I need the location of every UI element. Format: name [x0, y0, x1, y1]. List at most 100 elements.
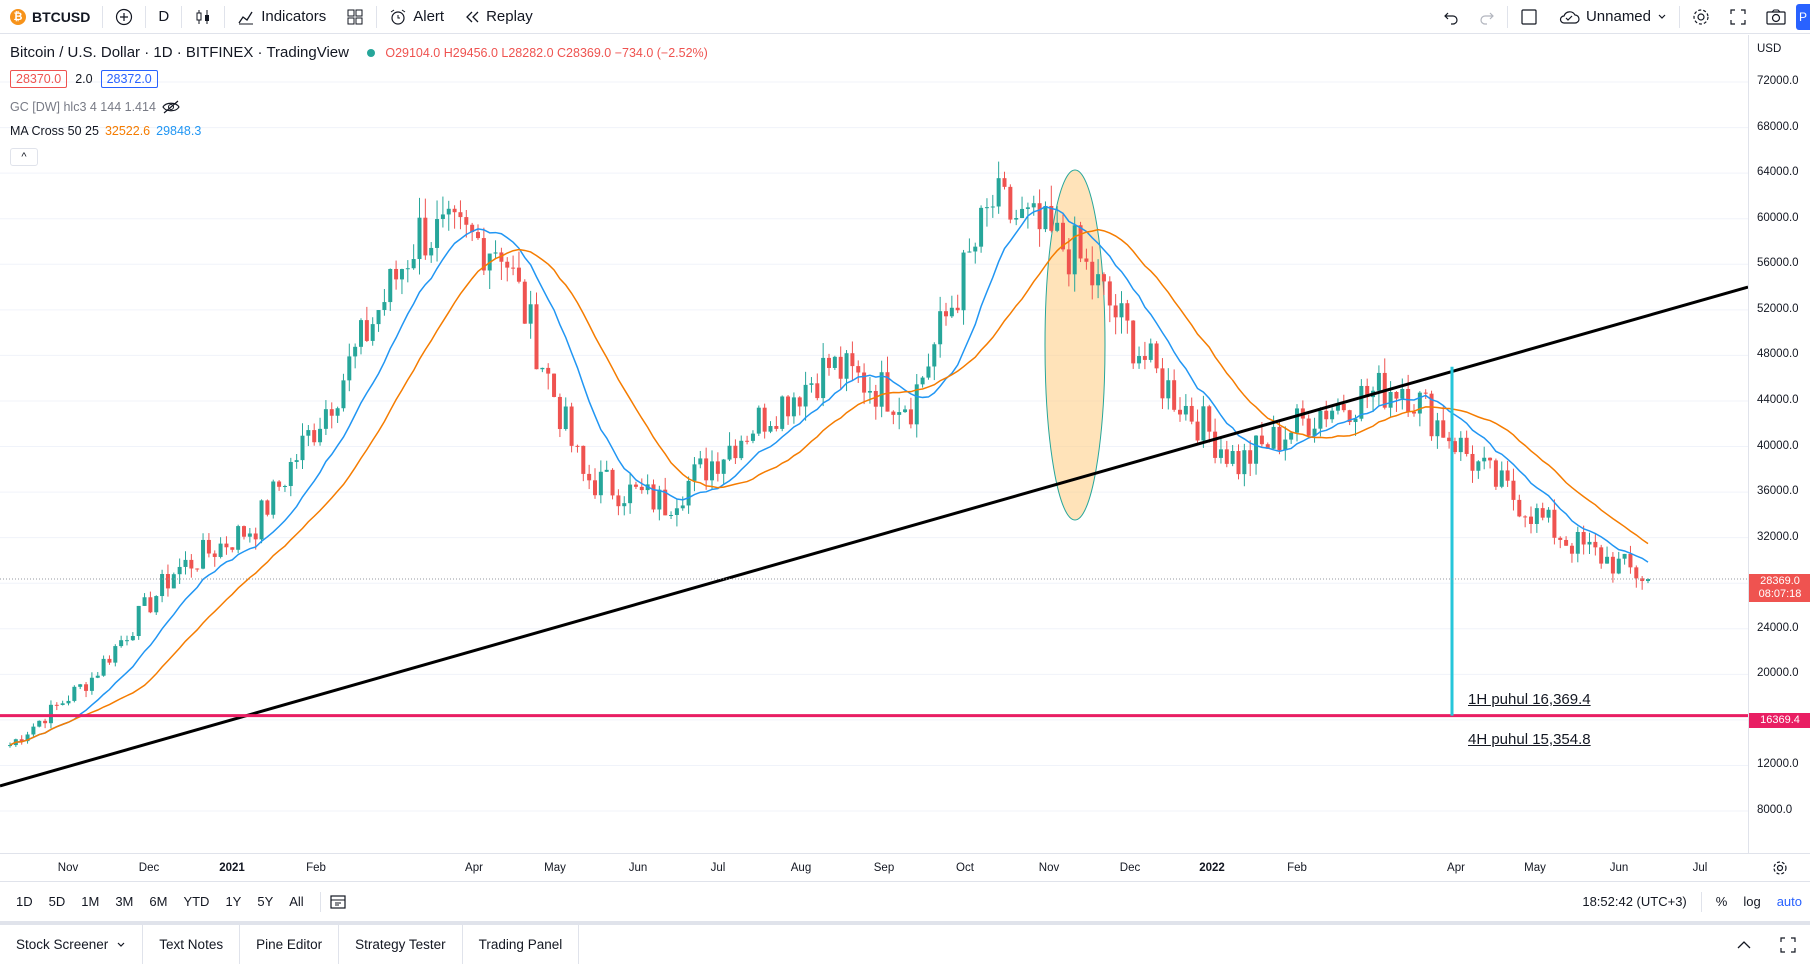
- maximize-icon[interactable]: [1766, 936, 1810, 953]
- candle-body: [1195, 421, 1200, 441]
- log-toggle[interactable]: log: [1743, 894, 1761, 909]
- indicators-label: Indicators: [261, 8, 327, 25]
- candle-body: [89, 677, 94, 691]
- price-tick: 44000.0: [1757, 393, 1799, 406]
- range-button-5d[interactable]: 5D: [48, 894, 66, 909]
- layouts-button[interactable]: [336, 0, 374, 34]
- range-button-1d[interactable]: 1D: [16, 894, 33, 909]
- symbol-search[interactable]: ₿ BTCUSD: [0, 0, 100, 34]
- price-chart[interactable]: [0, 35, 1749, 853]
- candle-body: [973, 246, 978, 252]
- fullscreen-layout-button[interactable]: [1510, 0, 1548, 34]
- tab-label: Strategy Tester: [355, 937, 446, 952]
- candle-body: [1172, 380, 1177, 410]
- annotation-4h[interactable]: 4H puhul 15,354.8: [1468, 731, 1591, 748]
- range-button-5y[interactable]: 5Y: [257, 894, 274, 909]
- candle-body: [821, 357, 826, 399]
- annotation-1h[interactable]: 1H puhul 16,369.4: [1468, 691, 1591, 708]
- candle-body: [569, 406, 574, 446]
- price-tick: 72000.0: [1757, 75, 1799, 87]
- candle-body: [323, 409, 328, 429]
- bid-price[interactable]: 28370.0: [10, 70, 68, 88]
- candle-body: [1277, 426, 1282, 451]
- candle-body: [329, 409, 334, 416]
- candle-body: [838, 356, 843, 379]
- cloud-icon: [1558, 9, 1580, 25]
- tab-pine-editor[interactable]: Pine Editor: [240, 925, 340, 964]
- ask-price[interactable]: 28372.0: [100, 70, 158, 88]
- candle-body: [1341, 403, 1346, 411]
- alarm-clock-icon: [389, 8, 407, 26]
- price-axis[interactable]: USD 72000.0 68000.0 64000.0 60000.0 56000.0 5…: [1748, 35, 1810, 853]
- tab-trading-panel[interactable]: Trading Panel: [463, 925, 580, 964]
- candle-body: [1090, 261, 1095, 286]
- undo-button[interactable]: [1433, 0, 1469, 34]
- collapse-legend-button[interactable]: ^: [10, 148, 38, 166]
- candle-body: [803, 384, 808, 407]
- rewind-icon: [464, 9, 480, 25]
- price-tick: 40000.0: [1757, 439, 1799, 452]
- candle-body: [1283, 439, 1288, 451]
- range-button-3m[interactable]: 3M: [115, 894, 134, 909]
- candle-body: [277, 481, 282, 487]
- indicator-ma-cross[interactable]: MA Cross 50 25 32522.6 29848.3: [10, 124, 201, 138]
- eye-hidden-icon[interactable]: [162, 100, 180, 114]
- candle-body: [505, 261, 510, 268]
- candle-body: [944, 311, 948, 317]
- interval-button[interactable]: D: [148, 0, 179, 34]
- chart-pane[interactable]: [0, 35, 1749, 853]
- indicator-gc-label: GC [DW] hlc3 4 144 1.414: [10, 100, 156, 114]
- snapshot-button[interactable]: [1756, 0, 1796, 34]
- indicator-gc[interactable]: GC [DW] hlc3 4 144 1.414: [10, 100, 180, 114]
- percent-toggle[interactable]: %: [1715, 894, 1728, 909]
- candle-body: [470, 224, 475, 233]
- alert-button[interactable]: Alert: [379, 0, 454, 34]
- range-button-6m[interactable]: 6M: [149, 894, 168, 909]
- interval-label: D: [158, 8, 170, 25]
- time-axis[interactable]: Nov Dec 2021 Feb Apr May Jun Jul Aug Sep Oct Nov Dec…: [0, 853, 1810, 881]
- candle-body: [1569, 545, 1574, 554]
- candle-body: [1166, 380, 1171, 399]
- ma-slow-value: 32522.6: [104, 124, 151, 138]
- chart-type-button[interactable]: [184, 0, 222, 34]
- candle-body: [1025, 207, 1030, 209]
- clock[interactable]: 18:52:42 (UTC+3): [1582, 894, 1687, 909]
- candle-body: [452, 208, 457, 213]
- line-price: 16369.4: [1760, 714, 1800, 726]
- candle-body: [1429, 393, 1434, 437]
- publish-button[interactable]: P: [1796, 3, 1810, 30]
- redo-button[interactable]: [1469, 0, 1505, 34]
- chevron-up-icon[interactable]: [1722, 940, 1766, 950]
- tab-strategy-tester[interactable]: Strategy Tester: [339, 925, 463, 964]
- compare-button[interactable]: [105, 0, 143, 34]
- time-tick: Nov: [1038, 862, 1060, 874]
- alert-label: Alert: [413, 8, 445, 25]
- candle-body: [844, 353, 849, 379]
- currency-label[interactable]: USD: [1757, 43, 1782, 55]
- indicators-button[interactable]: Indicators: [227, 0, 336, 34]
- candle-body: [107, 658, 112, 663]
- candle-body: [967, 251, 972, 253]
- gear-icon[interactable]: [1772, 860, 1788, 876]
- range-button-ytd[interactable]: YTD: [183, 894, 210, 909]
- range-button-1y[interactable]: 1Y: [225, 894, 242, 909]
- candle-body: [622, 503, 627, 507]
- fullscreen-button[interactable]: [1720, 0, 1756, 34]
- tab-text-notes[interactable]: Text Notes: [143, 925, 241, 964]
- candle-body: [1254, 435, 1259, 464]
- save-layout-button[interactable]: Unnamed: [1548, 0, 1677, 34]
- candle-body: [932, 344, 937, 367]
- candle-body: [1511, 480, 1516, 500]
- time-tick: Sep: [873, 862, 895, 874]
- candle-body: [1464, 437, 1469, 454]
- settings-button[interactable]: [1682, 0, 1720, 34]
- range-button-all[interactable]: All: [289, 894, 304, 909]
- replay-button[interactable]: Replay: [454, 0, 543, 34]
- candle-body: [1376, 372, 1381, 391]
- tab-stock-screener[interactable]: Stock Screener: [0, 925, 144, 964]
- range-button-1m[interactable]: 1M: [81, 894, 100, 909]
- goto-date-icon[interactable]: [329, 894, 347, 910]
- auto-toggle[interactable]: auto: [1776, 894, 1802, 909]
- candle-body: [353, 346, 358, 357]
- candle-body: [411, 259, 416, 269]
